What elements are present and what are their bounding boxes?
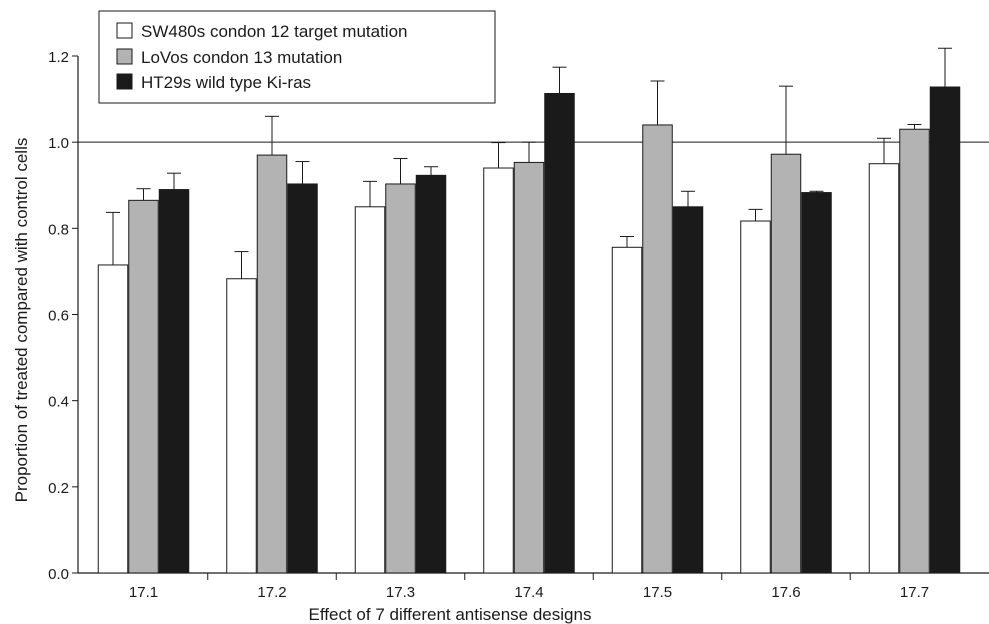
legend-label-sw480s: SW480s condon 12 target mutation	[141, 22, 408, 41]
bar	[226, 278, 257, 574]
bar	[415, 174, 447, 574]
bar	[544, 92, 575, 574]
legend-label-ht29s: HT29s wild type Ki-ras	[141, 73, 311, 92]
bar	[513, 161, 545, 574]
bar	[97, 264, 129, 574]
legend-swatch-lovos	[116, 48, 133, 65]
y-tick-label: 0.2	[48, 480, 69, 497]
x-tick-label: 17.3	[386, 584, 415, 601]
legend-swatch-ht29s	[116, 73, 133, 90]
legend-label-lovos: LoVos condon 13 mutation	[141, 48, 342, 67]
bar	[128, 199, 159, 574]
bar	[354, 206, 386, 574]
bar	[158, 189, 190, 574]
bar	[256, 154, 288, 574]
bar	[740, 220, 771, 574]
x-tick-label: 17.6	[771, 584, 800, 601]
y-tick-label: 0.4	[48, 394, 69, 411]
y-axis-label: Proportion of treated compared with cont…	[12, 138, 31, 503]
y-tick-label: 0.8	[48, 221, 69, 238]
x-tick-label: 17.1	[129, 584, 158, 601]
bar	[770, 153, 802, 574]
bar	[385, 183, 416, 574]
x-tick-label: 17.2	[257, 584, 286, 601]
bars	[97, 86, 961, 574]
bar	[287, 183, 318, 574]
y-tick-label: 1.2	[48, 49, 69, 66]
bar	[868, 163, 900, 574]
y-tick-label: 1.0	[48, 135, 69, 152]
legend-swatch-sw480s	[116, 22, 133, 39]
y-tick-label: 0.0	[48, 566, 69, 583]
bar	[642, 124, 673, 574]
y-ticks: 0.0 0.2 0.4 0.6 0.8 1.0 1.2	[48, 49, 78, 583]
bar	[929, 86, 961, 574]
bar	[483, 167, 514, 574]
x-axis-label: Effect of 7 different antisense designs	[309, 605, 592, 624]
bar	[899, 128, 930, 574]
bar	[672, 206, 704, 574]
y-tick-label: 0.6	[48, 308, 69, 325]
x-tick-label: 17.7	[900, 584, 929, 601]
bar	[801, 192, 832, 574]
legend-box	[98, 10, 496, 104]
x-ticks: 17.1 17.2 17.3 17.4 17.5 17.6 17.7	[129, 573, 929, 601]
x-tick-label: 17.5	[643, 584, 672, 601]
bar	[611, 246, 643, 574]
error-bars	[106, 47, 952, 279]
legend: SW480s condon 12 target mutation LoVos c…	[98, 10, 496, 104]
x-tick-label: 17.4	[514, 584, 543, 601]
